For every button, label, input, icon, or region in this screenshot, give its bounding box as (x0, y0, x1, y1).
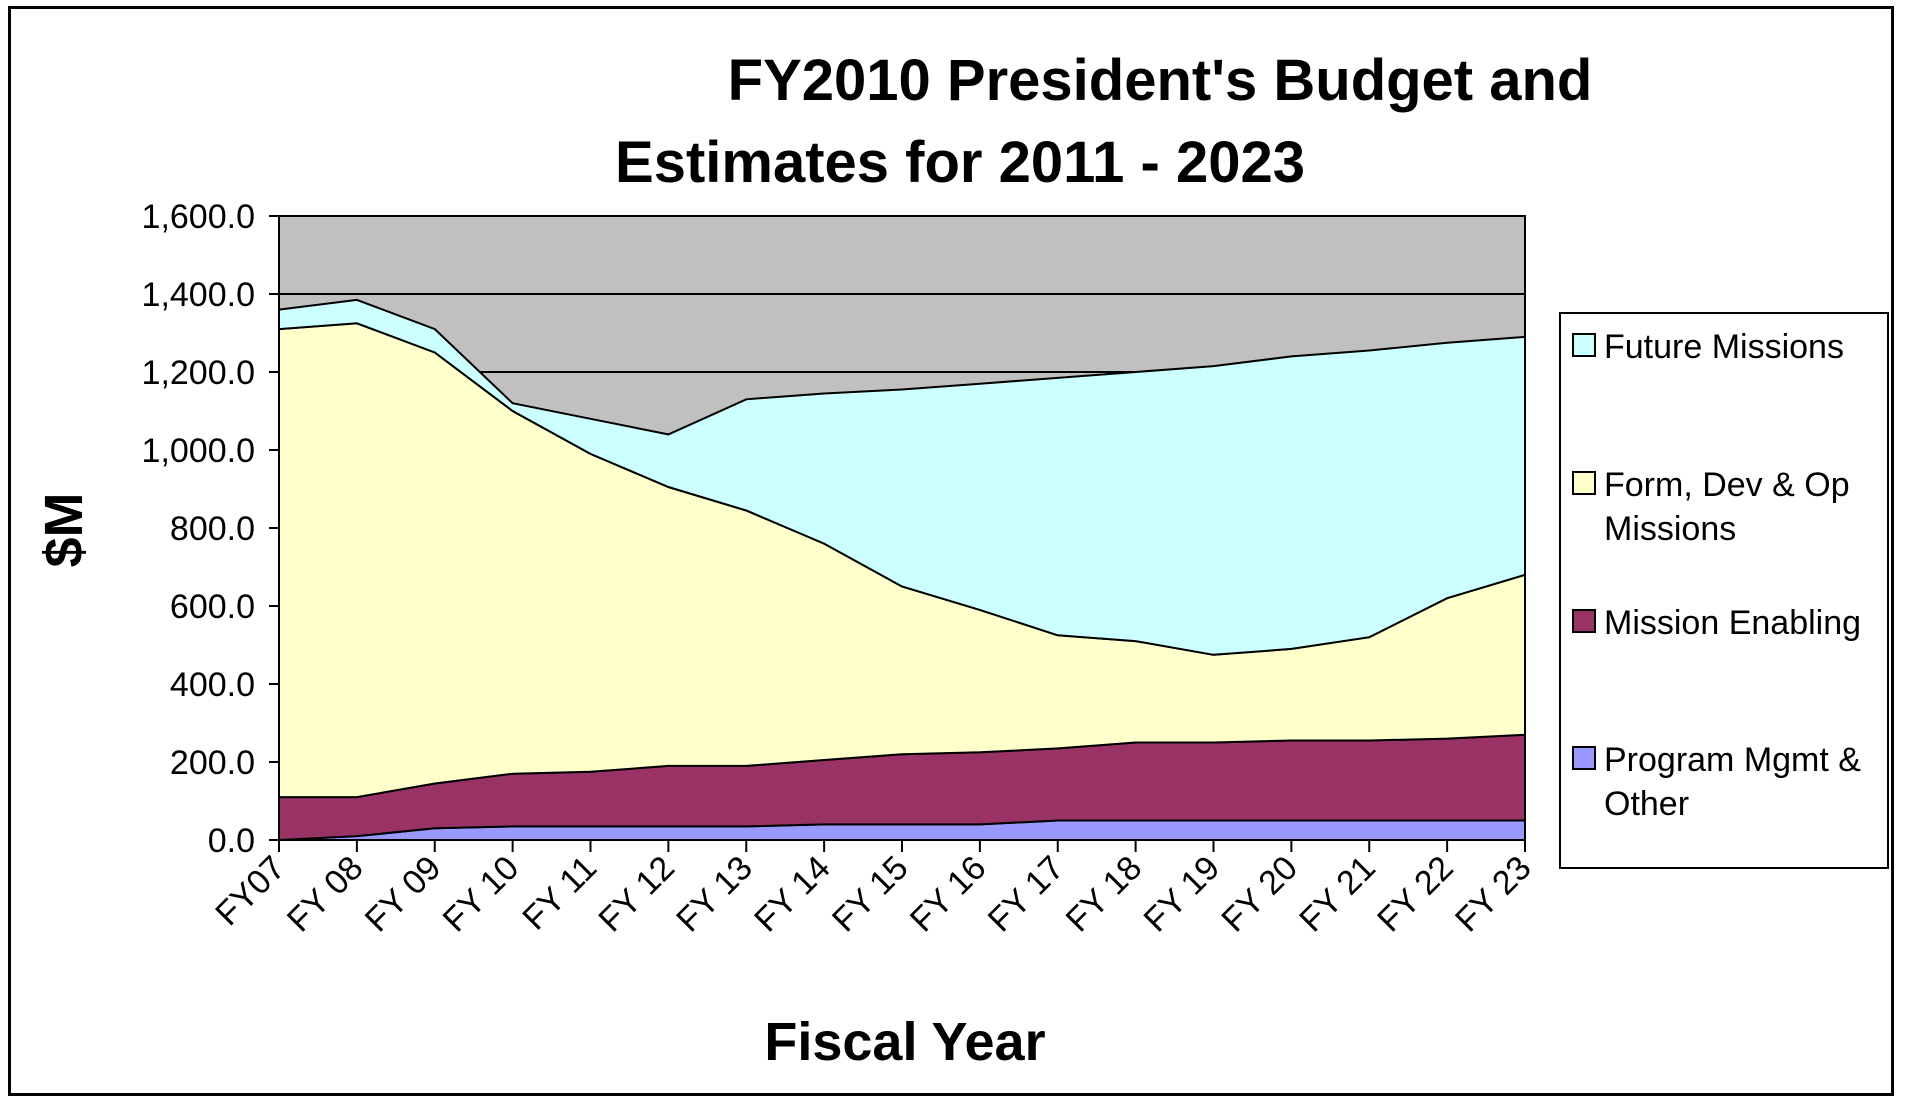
y-tick-label: 200.0 (170, 744, 255, 782)
x-tick-label: FY 23 (1448, 849, 1539, 940)
y-tick-label: 1,600.0 (142, 198, 255, 236)
x-tick-label: FY 20 (1214, 849, 1305, 940)
legend-label: Form, Dev & Op (1604, 466, 1850, 504)
y-tick-label: 400.0 (170, 666, 255, 704)
legend-label: Missions (1604, 510, 1736, 548)
legend-swatch (1572, 609, 1596, 633)
legend-label: Other (1604, 785, 1689, 823)
x-tick-label: FY 14 (747, 849, 838, 940)
legend-swatch (1572, 333, 1596, 357)
y-tick-label: 600.0 (170, 588, 255, 626)
y-tick-label: 1,000.0 (142, 432, 255, 470)
legend-swatch (1572, 746, 1596, 770)
plot-area (278, 215, 1526, 842)
legend-label: Program Mgmt & (1604, 741, 1861, 779)
x-tick-label: FY 16 (903, 849, 994, 940)
y-tick-label: 1,200.0 (142, 354, 255, 392)
x-tick-label: FY 13 (669, 849, 760, 940)
x-axis-label: Fiscal Year (764, 1012, 1045, 1072)
legend: Future Missions Form, Dev & Op Missions Mis… (1559, 312, 1889, 869)
y-tick-label: 0.0 (208, 822, 255, 860)
y-tick-label: 1,400.0 (142, 276, 255, 314)
x-tick-label: FY 22 (1370, 849, 1461, 940)
legend-label: Mission Enabling (1604, 604, 1861, 642)
x-tick-label: FY 17 (981, 849, 1072, 940)
x-tick-label: FY 19 (1137, 849, 1228, 940)
x-tick-label: FY 10 (436, 849, 527, 940)
x-tick-label: FY 09 (358, 849, 449, 940)
x-tick-label: FY07 (208, 849, 292, 933)
x-tick-label: FY 11 (515, 849, 604, 938)
y-axis-ticks: 0.0 200.0 400.0 600.0 800.0 1,000.0 1,200.0 1,4… (142, 198, 279, 860)
legend-swatch (1572, 471, 1596, 495)
legend-box (1559, 312, 1889, 869)
chart-title-line-1: FY2010 President's Budget and (728, 48, 1593, 113)
x-tick-label: FY 12 (591, 849, 682, 940)
chart-title-line-2: Estimates for 2011 - 2023 (615, 130, 1305, 195)
x-tick-label: FY 21 (1292, 849, 1383, 940)
x-tick-label: FY 15 (825, 849, 916, 940)
x-tick-label: FY 18 (1059, 849, 1150, 940)
legend-label: Future Missions (1604, 328, 1844, 366)
x-tick-label: FY 08 (280, 849, 371, 940)
y-axis-label: $M (34, 492, 94, 567)
y-tick-label: 800.0 (170, 510, 255, 548)
